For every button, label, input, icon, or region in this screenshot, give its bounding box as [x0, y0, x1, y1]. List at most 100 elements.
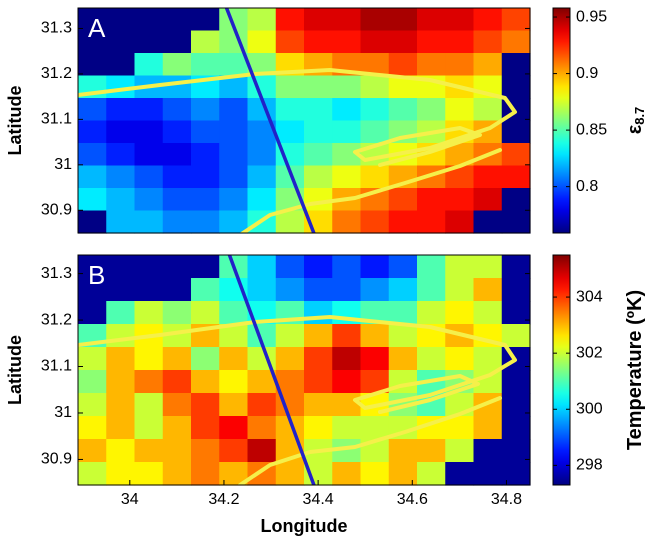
- cell: [332, 347, 362, 371]
- x-axis-label: Longitude: [261, 516, 348, 536]
- cell: [388, 255, 418, 279]
- cell: [417, 8, 446, 32]
- cell: [332, 370, 362, 394]
- cell: [417, 301, 446, 325]
- cell: [417, 439, 446, 463]
- y-tick-label: 31.1: [41, 111, 72, 128]
- cell: [162, 370, 192, 394]
- cell: [106, 30, 136, 54]
- cell: [360, 53, 390, 77]
- cell: [501, 278, 531, 302]
- cell: [473, 53, 503, 77]
- cell: [332, 393, 362, 417]
- cell: [247, 255, 277, 279]
- cell: [501, 53, 531, 77]
- cell: [78, 370, 107, 394]
- x-tick-label: 34.4: [303, 491, 334, 508]
- cell: [473, 165, 503, 189]
- cell: [219, 462, 249, 486]
- cell: [360, 462, 390, 486]
- cell: [162, 439, 192, 463]
- cell: [162, 143, 192, 167]
- cell: [219, 188, 249, 212]
- cell: [191, 120, 220, 144]
- cell: [78, 120, 107, 144]
- cell: [501, 324, 531, 348]
- cell: [219, 98, 249, 122]
- cell: [473, 210, 503, 234]
- cell: [134, 53, 164, 77]
- cell: [501, 210, 531, 234]
- cell: [162, 120, 192, 144]
- cell: [275, 347, 305, 371]
- cell: [275, 98, 305, 122]
- cell: [106, 393, 136, 417]
- cell: [78, 8, 107, 32]
- cell: [106, 8, 136, 32]
- cell: [473, 439, 503, 463]
- colorbar-tick-label: 0.9: [576, 65, 598, 82]
- cell: [275, 255, 305, 279]
- colorbar-tick-label: 302: [576, 344, 603, 361]
- cell: [191, 301, 220, 325]
- colorbar-label: Temperature (ºK): [624, 290, 646, 450]
- cell: [445, 301, 475, 325]
- cell: [247, 143, 277, 167]
- colorbar-tick-label: 0.8: [576, 178, 598, 195]
- cell: [162, 393, 192, 417]
- cell: [191, 439, 220, 463]
- cell: [473, 30, 503, 54]
- cell: [360, 98, 390, 122]
- cell: [501, 120, 531, 144]
- cell: [501, 462, 531, 486]
- y-tick-label: 31.1: [41, 358, 72, 375]
- plot-frame: [77, 254, 531, 486]
- cell: [473, 8, 503, 32]
- cell: [191, 278, 220, 302]
- cell: [247, 165, 277, 189]
- cell: [304, 347, 333, 371]
- cell: [219, 393, 249, 417]
- colorbar-label-sub: 8.7: [632, 107, 647, 125]
- cell: [191, 30, 220, 54]
- cell: [332, 120, 362, 144]
- cell: [247, 30, 277, 54]
- cell: [247, 370, 277, 394]
- cell: [78, 165, 107, 189]
- cell: [275, 324, 305, 348]
- cell: [106, 165, 136, 189]
- cell: [78, 416, 107, 440]
- cell: [360, 301, 390, 325]
- cell: [473, 301, 503, 325]
- cell: [417, 278, 446, 302]
- cell: [78, 30, 107, 54]
- heatmap: [78, 8, 531, 234]
- cell: [332, 8, 362, 32]
- y-tick-label: 31.2: [41, 65, 72, 82]
- cell: [106, 120, 136, 144]
- cell: [388, 210, 418, 234]
- cell: [417, 53, 446, 77]
- cell: [191, 255, 220, 279]
- cell: [78, 301, 107, 325]
- colorbar-label-main: Temperature (ºK): [624, 290, 646, 450]
- cell: [473, 347, 503, 371]
- cell: [360, 255, 390, 279]
- cell: [162, 53, 192, 77]
- cell: [332, 143, 362, 167]
- cell: [332, 255, 362, 279]
- cell: [473, 416, 503, 440]
- cell: [332, 30, 362, 54]
- contour: [78, 315, 517, 485]
- cell: [191, 143, 220, 167]
- y-axis-label: Latitude: [5, 86, 25, 156]
- cell: [275, 30, 305, 54]
- cell: [501, 188, 531, 212]
- cell: [191, 393, 220, 417]
- cell: [275, 75, 305, 99]
- cell: [162, 30, 192, 54]
- cell: [219, 347, 249, 371]
- cell: [78, 278, 107, 302]
- cell: [332, 210, 362, 234]
- cell: [162, 278, 192, 302]
